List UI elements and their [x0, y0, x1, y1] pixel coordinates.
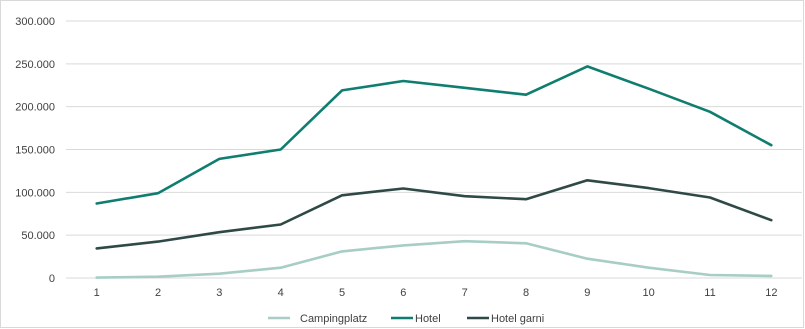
x-tick-label: 7: [462, 287, 468, 299]
x-tick-label: 8: [523, 287, 529, 299]
x-tick-label: 11: [704, 287, 715, 299]
x-tick-label: 5: [339, 287, 345, 299]
y-tick-label: 300.000: [15, 16, 55, 28]
series-lines: [95, 65, 773, 279]
x-tick-label: 9: [584, 287, 590, 299]
legend-label: Hotel: [415, 313, 441, 325]
y-tick-label: 100.000: [15, 187, 55, 199]
y-tick-label: 250.000: [15, 59, 55, 71]
x-tick-label: 1: [94, 287, 100, 299]
x-tick-label: 3: [216, 287, 222, 299]
y-tick-label: 50.000: [21, 230, 55, 242]
y-tick-label: 150.000: [15, 145, 55, 157]
series-line-hotel-garni: [95, 179, 773, 250]
legend-label: Campingplatz: [300, 313, 367, 325]
gridlines: [66, 20, 802, 279]
legend: Campingplatz Hotel Hotel garni: [268, 313, 544, 325]
x-tick-label: 12: [765, 287, 777, 299]
legend-label: Hotel garni: [491, 313, 544, 325]
y-tick-label: 200.000: [15, 102, 55, 114]
x-tick-label: 10: [643, 287, 655, 299]
y-tick-label: 0: [49, 273, 55, 285]
x-tick-label: 6: [400, 287, 406, 299]
x-tick-label: 2: [155, 287, 161, 299]
x-axis-ticks: 1 2 3 4 5 6 7 8 9 10 11 12: [94, 287, 778, 299]
series-line-campingplatz: [95, 239, 773, 279]
x-tick-label: 4: [278, 287, 284, 299]
series-line-hotel: [95, 65, 773, 205]
y-axis-ticks: 0 50.000 100.000 150.000 200.000 250.000 300.0…: [15, 16, 55, 285]
